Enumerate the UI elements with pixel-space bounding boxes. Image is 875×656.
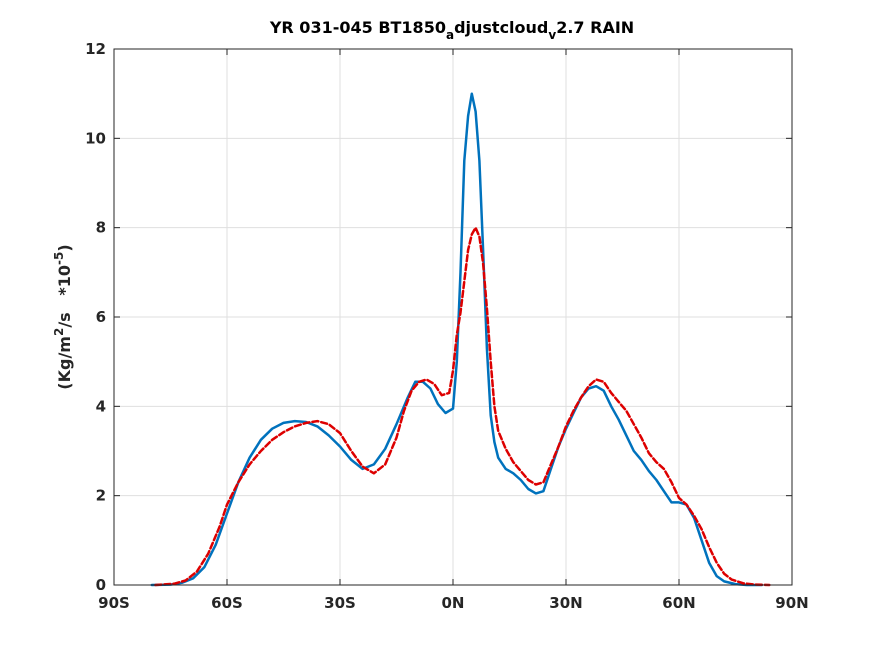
- ylabel-superscript-exp: -5: [52, 252, 66, 265]
- title-subscript-v: v: [548, 28, 556, 42]
- ylabel-units-part1: (Kg/m: [55, 336, 74, 390]
- x-tick-label: 30N: [549, 594, 582, 612]
- x-tick-label: 60S: [211, 594, 243, 612]
- x-tick-label: 30S: [324, 594, 356, 612]
- y-tick-label: 10: [85, 129, 106, 147]
- grid-lines: [114, 49, 792, 585]
- y-tick-label: 12: [85, 40, 106, 58]
- title-middle: djustcloud: [454, 18, 548, 37]
- y-tick-label: 8: [96, 219, 106, 237]
- series-line-dashed-red: [154, 226, 771, 587]
- y-tick-label: 4: [96, 397, 106, 415]
- y-tick-label: 0: [96, 576, 106, 594]
- y-tick-label: 6: [96, 308, 106, 326]
- y-tick-label: 2: [96, 487, 106, 505]
- x-tick-label: 90N: [775, 594, 808, 612]
- tick-marks-and-labels: 90S 60S 30S 0N 30N 60N 90N 0 2 4 6 8 10 12: [85, 40, 809, 612]
- title-end: 2.7 RAIN: [556, 18, 634, 37]
- ylabel-units-part2: /s *10: [55, 265, 74, 328]
- x-tick-label: 60N: [662, 594, 695, 612]
- x-tick-label: 90S: [98, 594, 130, 612]
- ylabel-superscript-2: 2: [52, 328, 66, 336]
- y-axis-label: (Kg/m2/s *10-5): [52, 244, 74, 389]
- title-subscript-a: a: [446, 28, 454, 42]
- title-main: YR 031-045 BT1850: [269, 18, 446, 37]
- chart-title: YR 031-045 BT1850adjustcloudv2.7 RAIN: [269, 18, 634, 42]
- x-tick-label: 0N: [442, 594, 465, 612]
- ylabel-units-close: ): [55, 244, 74, 251]
- series-layer: [150, 92, 771, 587]
